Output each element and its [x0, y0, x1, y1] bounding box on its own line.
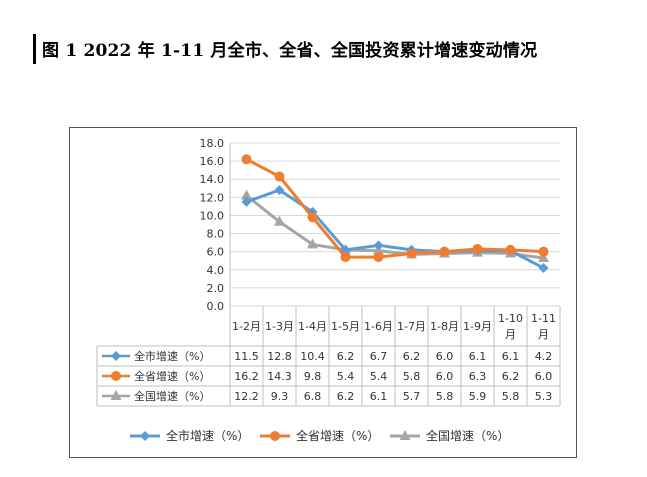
y-tick-label: 6.0 — [207, 246, 225, 259]
y-tick-label: 18.0 — [200, 137, 225, 150]
table-value: 5.9 — [469, 390, 487, 403]
legend-marker — [270, 431, 280, 441]
table-value: 4.2 — [535, 350, 553, 363]
table-value: 5.8 — [502, 390, 520, 403]
y-tick-label: 14.0 — [200, 173, 225, 186]
series-line — [245, 157, 544, 259]
table-legend-marker — [110, 390, 122, 400]
x-tick-label-unit: 月 — [505, 328, 516, 341]
table-series-name: 全国增速（%） — [134, 389, 210, 403]
line-chart: 0.0 2.0 4.0 6.0 8.0 10.0 12.0 14.0 16.0 18.0 1-2月 1… — [96, 137, 561, 443]
table-value: 12.2 — [234, 390, 259, 403]
data-point — [274, 171, 285, 182]
x-tick-label: 1-7月 — [397, 320, 426, 333]
legend-label: 全国增速（%） — [426, 428, 509, 443]
data-point — [241, 154, 252, 165]
x-tick-label: 1-3月 — [265, 320, 294, 333]
table-value: 6.2 — [337, 390, 355, 403]
table-value: 5.8 — [436, 390, 454, 403]
table-value: 6.2 — [502, 370, 520, 383]
table-value: 6.1 — [469, 350, 487, 363]
table-value: 6.2 — [403, 350, 421, 363]
data-point — [340, 252, 351, 263]
data-point — [241, 189, 252, 200]
title-bar — [33, 34, 36, 64]
y-tick-label: 16.0 — [200, 155, 225, 168]
y-tick-label: 2.0 — [207, 282, 225, 295]
table-value: 11.5 — [234, 350, 259, 363]
x-tick-label: 1-8月 — [430, 320, 459, 333]
table-value: 6.7 — [370, 350, 388, 363]
x-tick-label: 1-2月 — [232, 320, 261, 333]
data-point — [439, 246, 450, 257]
legend-label: 全省增速（%） — [296, 428, 379, 443]
legend-marker — [399, 430, 411, 440]
table-value: 6.1 — [370, 390, 388, 403]
data-point — [472, 243, 483, 254]
table-value: 6.2 — [337, 350, 355, 363]
legend-marker — [140, 431, 150, 441]
data-point — [538, 252, 549, 263]
data-point — [307, 238, 318, 249]
chart-frame: 0.0 2.0 4.0 6.0 8.0 10.0 12.0 14.0 16.0 18.0 1-2月 1… — [69, 127, 577, 458]
x-tick-label: 1-4月 — [298, 320, 327, 333]
table-value: 16.2 — [234, 370, 259, 383]
table-legend-marker — [111, 351, 121, 361]
x-tick-label: 1-11 — [531, 312, 556, 325]
page-title: 图 1 2022 年 1-11 月全市、全省、全国投资累计增速变动情况 — [42, 41, 538, 61]
table-series-name: 全市增速（%） — [134, 349, 210, 363]
table-legend-marker — [111, 371, 121, 381]
table-value: 10.4 — [300, 350, 325, 363]
table-value: 6.1 — [502, 350, 520, 363]
x-tick-label: 1-9月 — [463, 320, 492, 333]
table-value: 6.8 — [304, 390, 322, 403]
y-tick-label: 4.0 — [207, 264, 225, 277]
table-value: 6.0 — [436, 370, 454, 383]
data-point — [241, 196, 252, 207]
data-point — [406, 248, 417, 259]
table-value: 5.4 — [370, 370, 388, 383]
legend-label: 全市增速（%） — [166, 428, 249, 443]
table-value: 14.3 — [267, 370, 292, 383]
data-point — [373, 240, 384, 251]
table-series-name: 全省增速（%） — [134, 369, 210, 383]
data-point — [373, 252, 384, 263]
data-point — [538, 246, 549, 257]
y-tick-label: 8.0 — [207, 228, 225, 241]
data-point — [274, 185, 285, 196]
y-tick-label: 10.0 — [200, 209, 225, 222]
data-point — [274, 215, 285, 226]
table-value: 6.0 — [436, 350, 454, 363]
table-value: 5.8 — [403, 370, 421, 383]
y-tick-label: 12.0 — [200, 191, 225, 204]
data-point — [538, 262, 549, 273]
table-value: 9.8 — [304, 370, 322, 383]
y-tick-label: 0.0 — [207, 300, 225, 313]
x-tick-label: 1-10 — [498, 312, 523, 325]
table-value: 6.0 — [535, 370, 553, 383]
table-value: 5.3 — [535, 390, 553, 403]
table-value: 12.8 — [267, 350, 292, 363]
series-line — [245, 194, 544, 260]
table-value: 5.7 — [403, 390, 421, 403]
data-point — [307, 212, 318, 223]
x-tick-label-unit: 月 — [538, 328, 549, 341]
table-value: 5.4 — [337, 370, 355, 383]
x-tick-label: 1-5月 — [331, 320, 360, 333]
data-point — [340, 244, 351, 255]
table-value: 6.3 — [469, 370, 487, 383]
table-value: 9.3 — [271, 390, 289, 403]
x-tick-label: 1-6月 — [364, 320, 393, 333]
data-point — [505, 244, 516, 255]
